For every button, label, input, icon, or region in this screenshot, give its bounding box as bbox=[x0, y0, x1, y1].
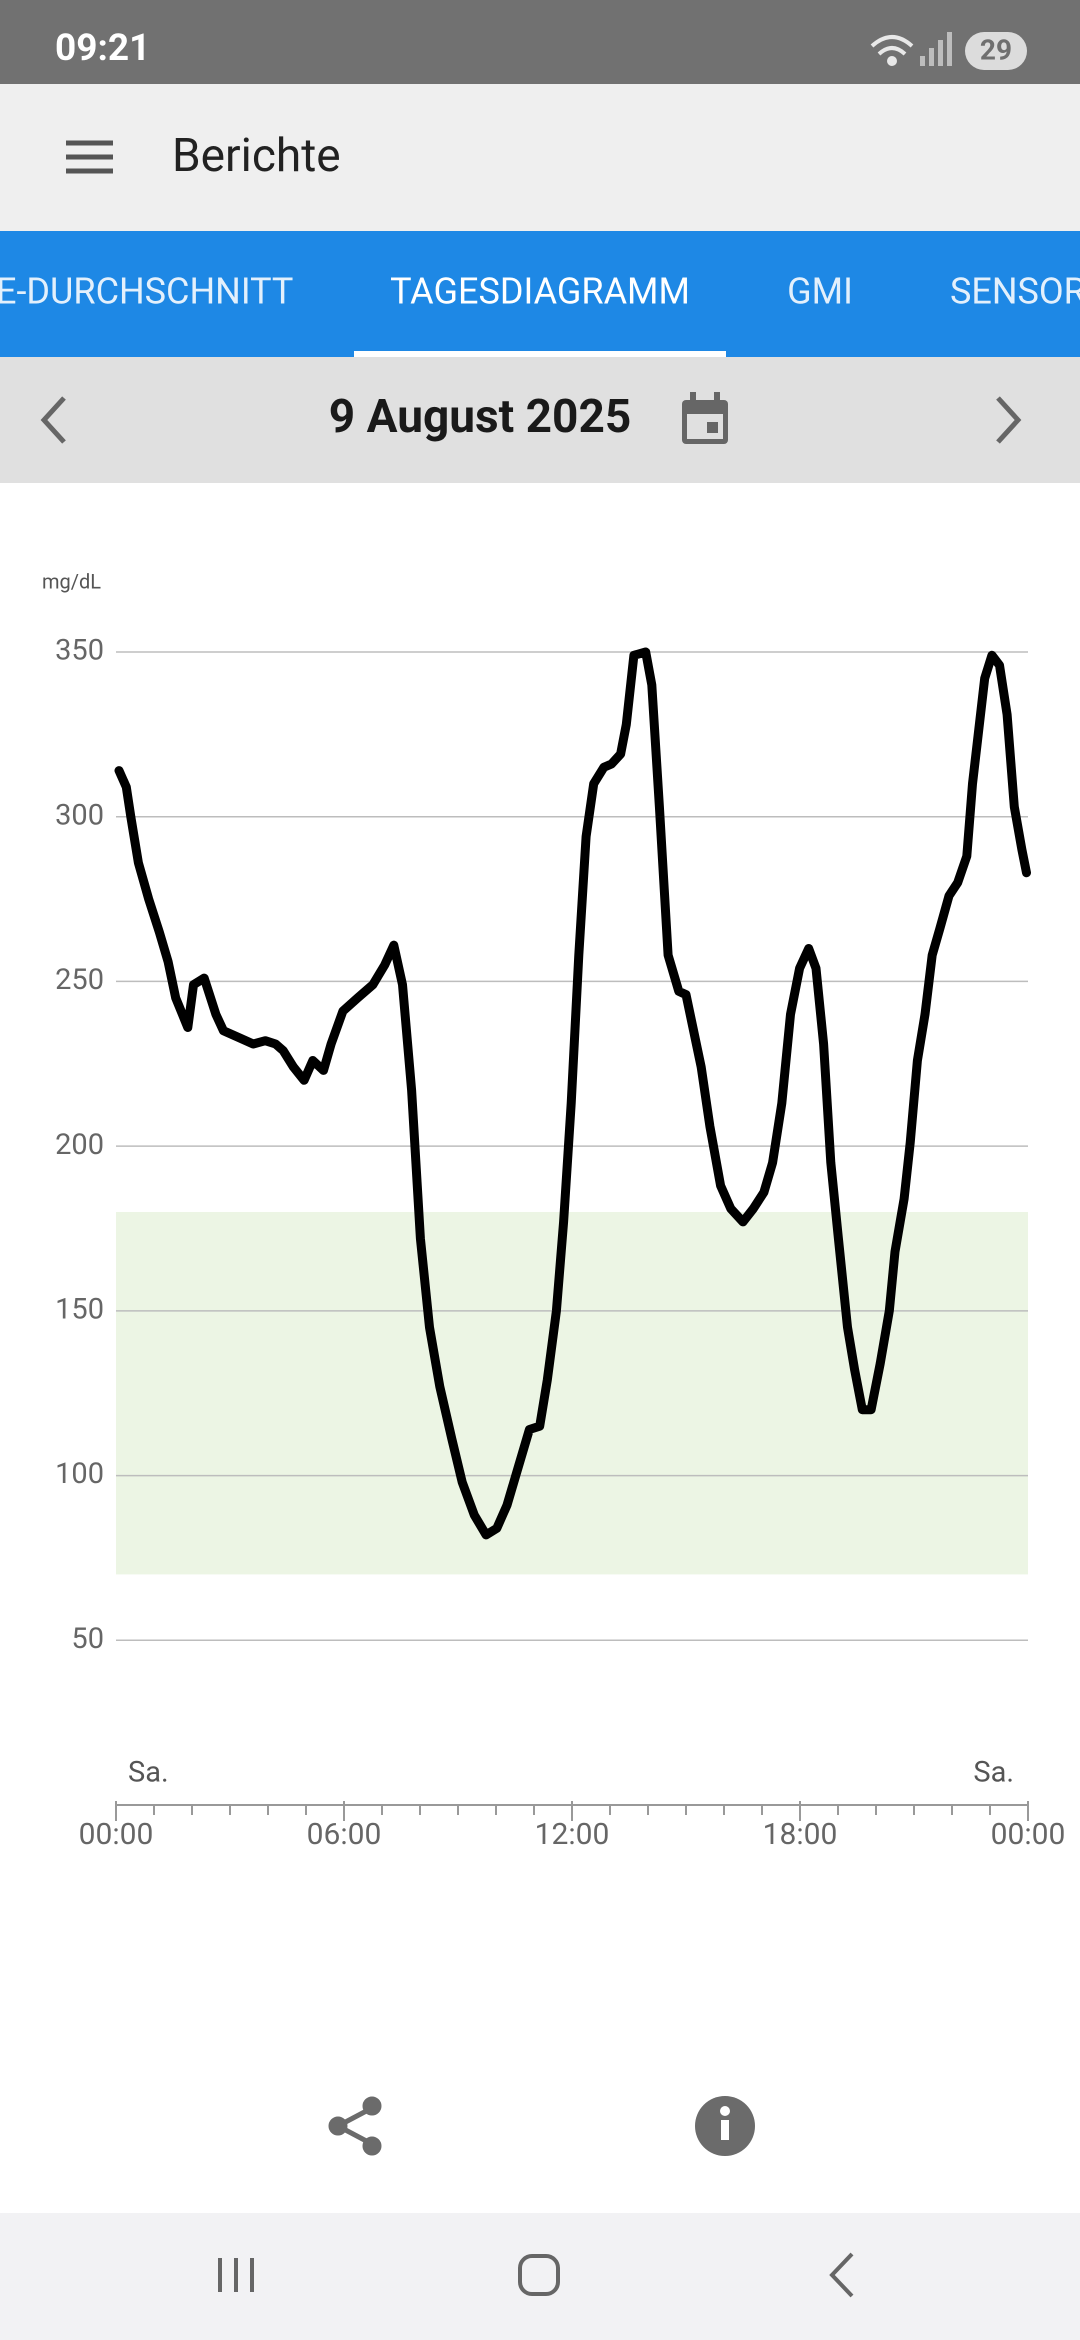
y-tick-label: 250 bbox=[55, 963, 104, 997]
chart: mg/dL 50 100 150 200 250 300 350 00:00 06:00 12:0… bbox=[42, 569, 1065, 1852]
calendar-button[interactable] bbox=[682, 392, 728, 444]
nav-home[interactable] bbox=[518, 2254, 560, 2296]
x-tick-label: 00:00 bbox=[79, 1817, 154, 1852]
signal-icon bbox=[920, 32, 952, 66]
x-tick-label: 18:00 bbox=[763, 1817, 838, 1852]
tab[interactable]: SENSOR bbox=[950, 271, 1080, 313]
nav-back[interactable] bbox=[829, 2252, 854, 2298]
tab[interactable]: E-DURCHSCHNITT bbox=[0, 271, 293, 313]
menu-button[interactable] bbox=[66, 140, 113, 174]
date-bar bbox=[0, 357, 1080, 483]
date-label: 9 August 2025 bbox=[329, 390, 631, 444]
nav-recents[interactable] bbox=[218, 2258, 254, 2292]
glucose-line bbox=[114, 647, 1031, 1540]
y-unit: mg/dL bbox=[42, 569, 101, 593]
tab-indicator bbox=[354, 351, 726, 357]
x-tick-label: 06:00 bbox=[307, 1817, 382, 1852]
status-bar bbox=[0, 0, 1080, 84]
y-tick-label: 50 bbox=[71, 1622, 104, 1656]
share-button[interactable] bbox=[328, 2096, 382, 2156]
y-tick-label: 200 bbox=[55, 1128, 104, 1162]
tab-bar bbox=[0, 231, 1080, 357]
tab-selected[interactable]: TAGESDIAGRAMM bbox=[390, 271, 690, 313]
app-title: Berichte bbox=[172, 129, 341, 183]
status-time: 09:21 bbox=[55, 27, 150, 70]
x-tick-label: 12:00 bbox=[535, 1817, 610, 1852]
nav-bar bbox=[0, 2213, 1080, 2340]
info-button[interactable] bbox=[695, 2096, 755, 2156]
y-tick-label: 150 bbox=[55, 1293, 104, 1327]
tab[interactable]: GMI bbox=[787, 271, 853, 313]
day-label: Sa. bbox=[128, 1756, 169, 1790]
day-label: Sa. bbox=[973, 1756, 1014, 1790]
y-tick-label: 100 bbox=[55, 1457, 104, 1491]
battery-pill bbox=[965, 32, 1027, 70]
prev-day[interactable] bbox=[40, 396, 66, 444]
app-bar bbox=[0, 84, 1080, 231]
y-tick-label: 350 bbox=[55, 634, 104, 668]
x-tick-label: 00:00 bbox=[991, 1817, 1066, 1852]
next-day[interactable] bbox=[996, 396, 1022, 444]
wifi-icon bbox=[870, 35, 914, 66]
y-tick-label: 300 bbox=[55, 798, 104, 832]
battery-level: 29 bbox=[980, 33, 1012, 66]
